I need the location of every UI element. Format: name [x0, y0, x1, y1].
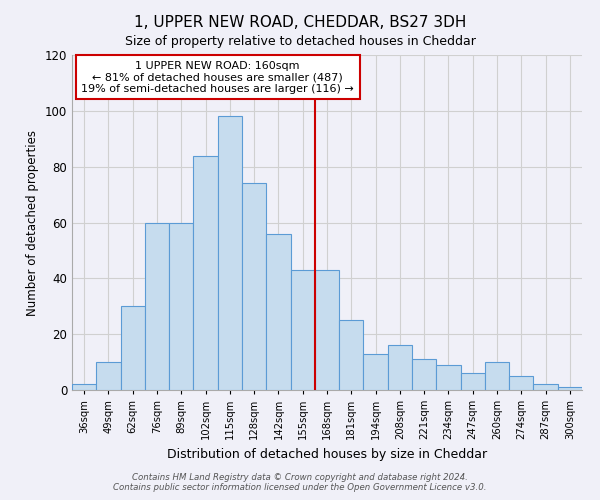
Bar [412, 360, 436, 390]
Text: 1 UPPER NEW ROAD: 160sqm
← 81% of detached houses are smaller (487)
19% of semi-: 1 UPPER NEW ROAD: 160sqm ← 81% of detach… [82, 60, 354, 94]
Bar [461, 373, 485, 390]
Bar [364, 354, 388, 390]
Bar [193, 156, 218, 390]
Bar [169, 222, 193, 390]
Text: Size of property relative to detached houses in Cheddar: Size of property relative to detached ho… [125, 35, 475, 48]
Text: 1, UPPER NEW ROAD, CHEDDAR, BS27 3DH: 1, UPPER NEW ROAD, CHEDDAR, BS27 3DH [134, 15, 466, 30]
Y-axis label: Number of detached properties: Number of detached properties [26, 130, 39, 316]
Bar [558, 387, 582, 390]
X-axis label: Distribution of detached houses by size in Cheddar: Distribution of detached houses by size … [167, 448, 487, 460]
Bar [315, 270, 339, 390]
Bar [121, 306, 145, 390]
Bar [533, 384, 558, 390]
Bar [436, 365, 461, 390]
Bar [145, 222, 169, 390]
Bar [218, 116, 242, 390]
Bar [96, 362, 121, 390]
Bar [72, 384, 96, 390]
Bar [509, 376, 533, 390]
Bar [485, 362, 509, 390]
Bar [388, 346, 412, 390]
Bar [339, 320, 364, 390]
Bar [290, 270, 315, 390]
Text: Contains HM Land Registry data © Crown copyright and database right 2024.
Contai: Contains HM Land Registry data © Crown c… [113, 473, 487, 492]
Bar [242, 184, 266, 390]
Bar [266, 234, 290, 390]
